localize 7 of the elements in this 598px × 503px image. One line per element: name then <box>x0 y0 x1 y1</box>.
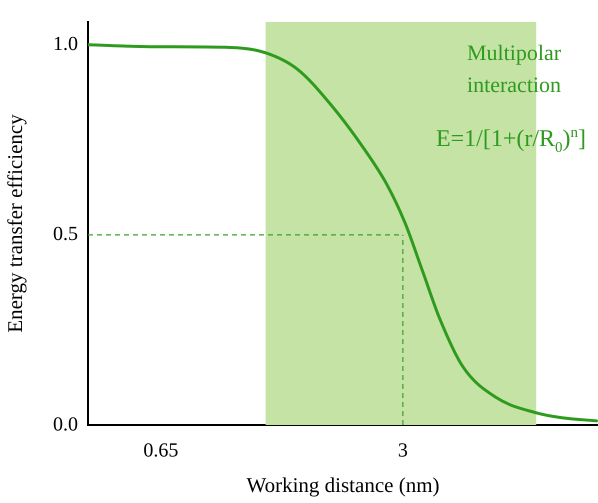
x-tick-label: 3 <box>398 439 408 462</box>
x-tick-label: 0.65 <box>143 439 178 462</box>
y-tick-label: 0.0 <box>53 413 78 436</box>
y-tick-label: 0.5 <box>53 223 78 246</box>
x-axis-title: Working distance (nm) <box>246 472 440 497</box>
y-axis-title: Energy transfer efficiency <box>3 114 28 333</box>
y-tick-label: 1.0 <box>53 33 78 56</box>
